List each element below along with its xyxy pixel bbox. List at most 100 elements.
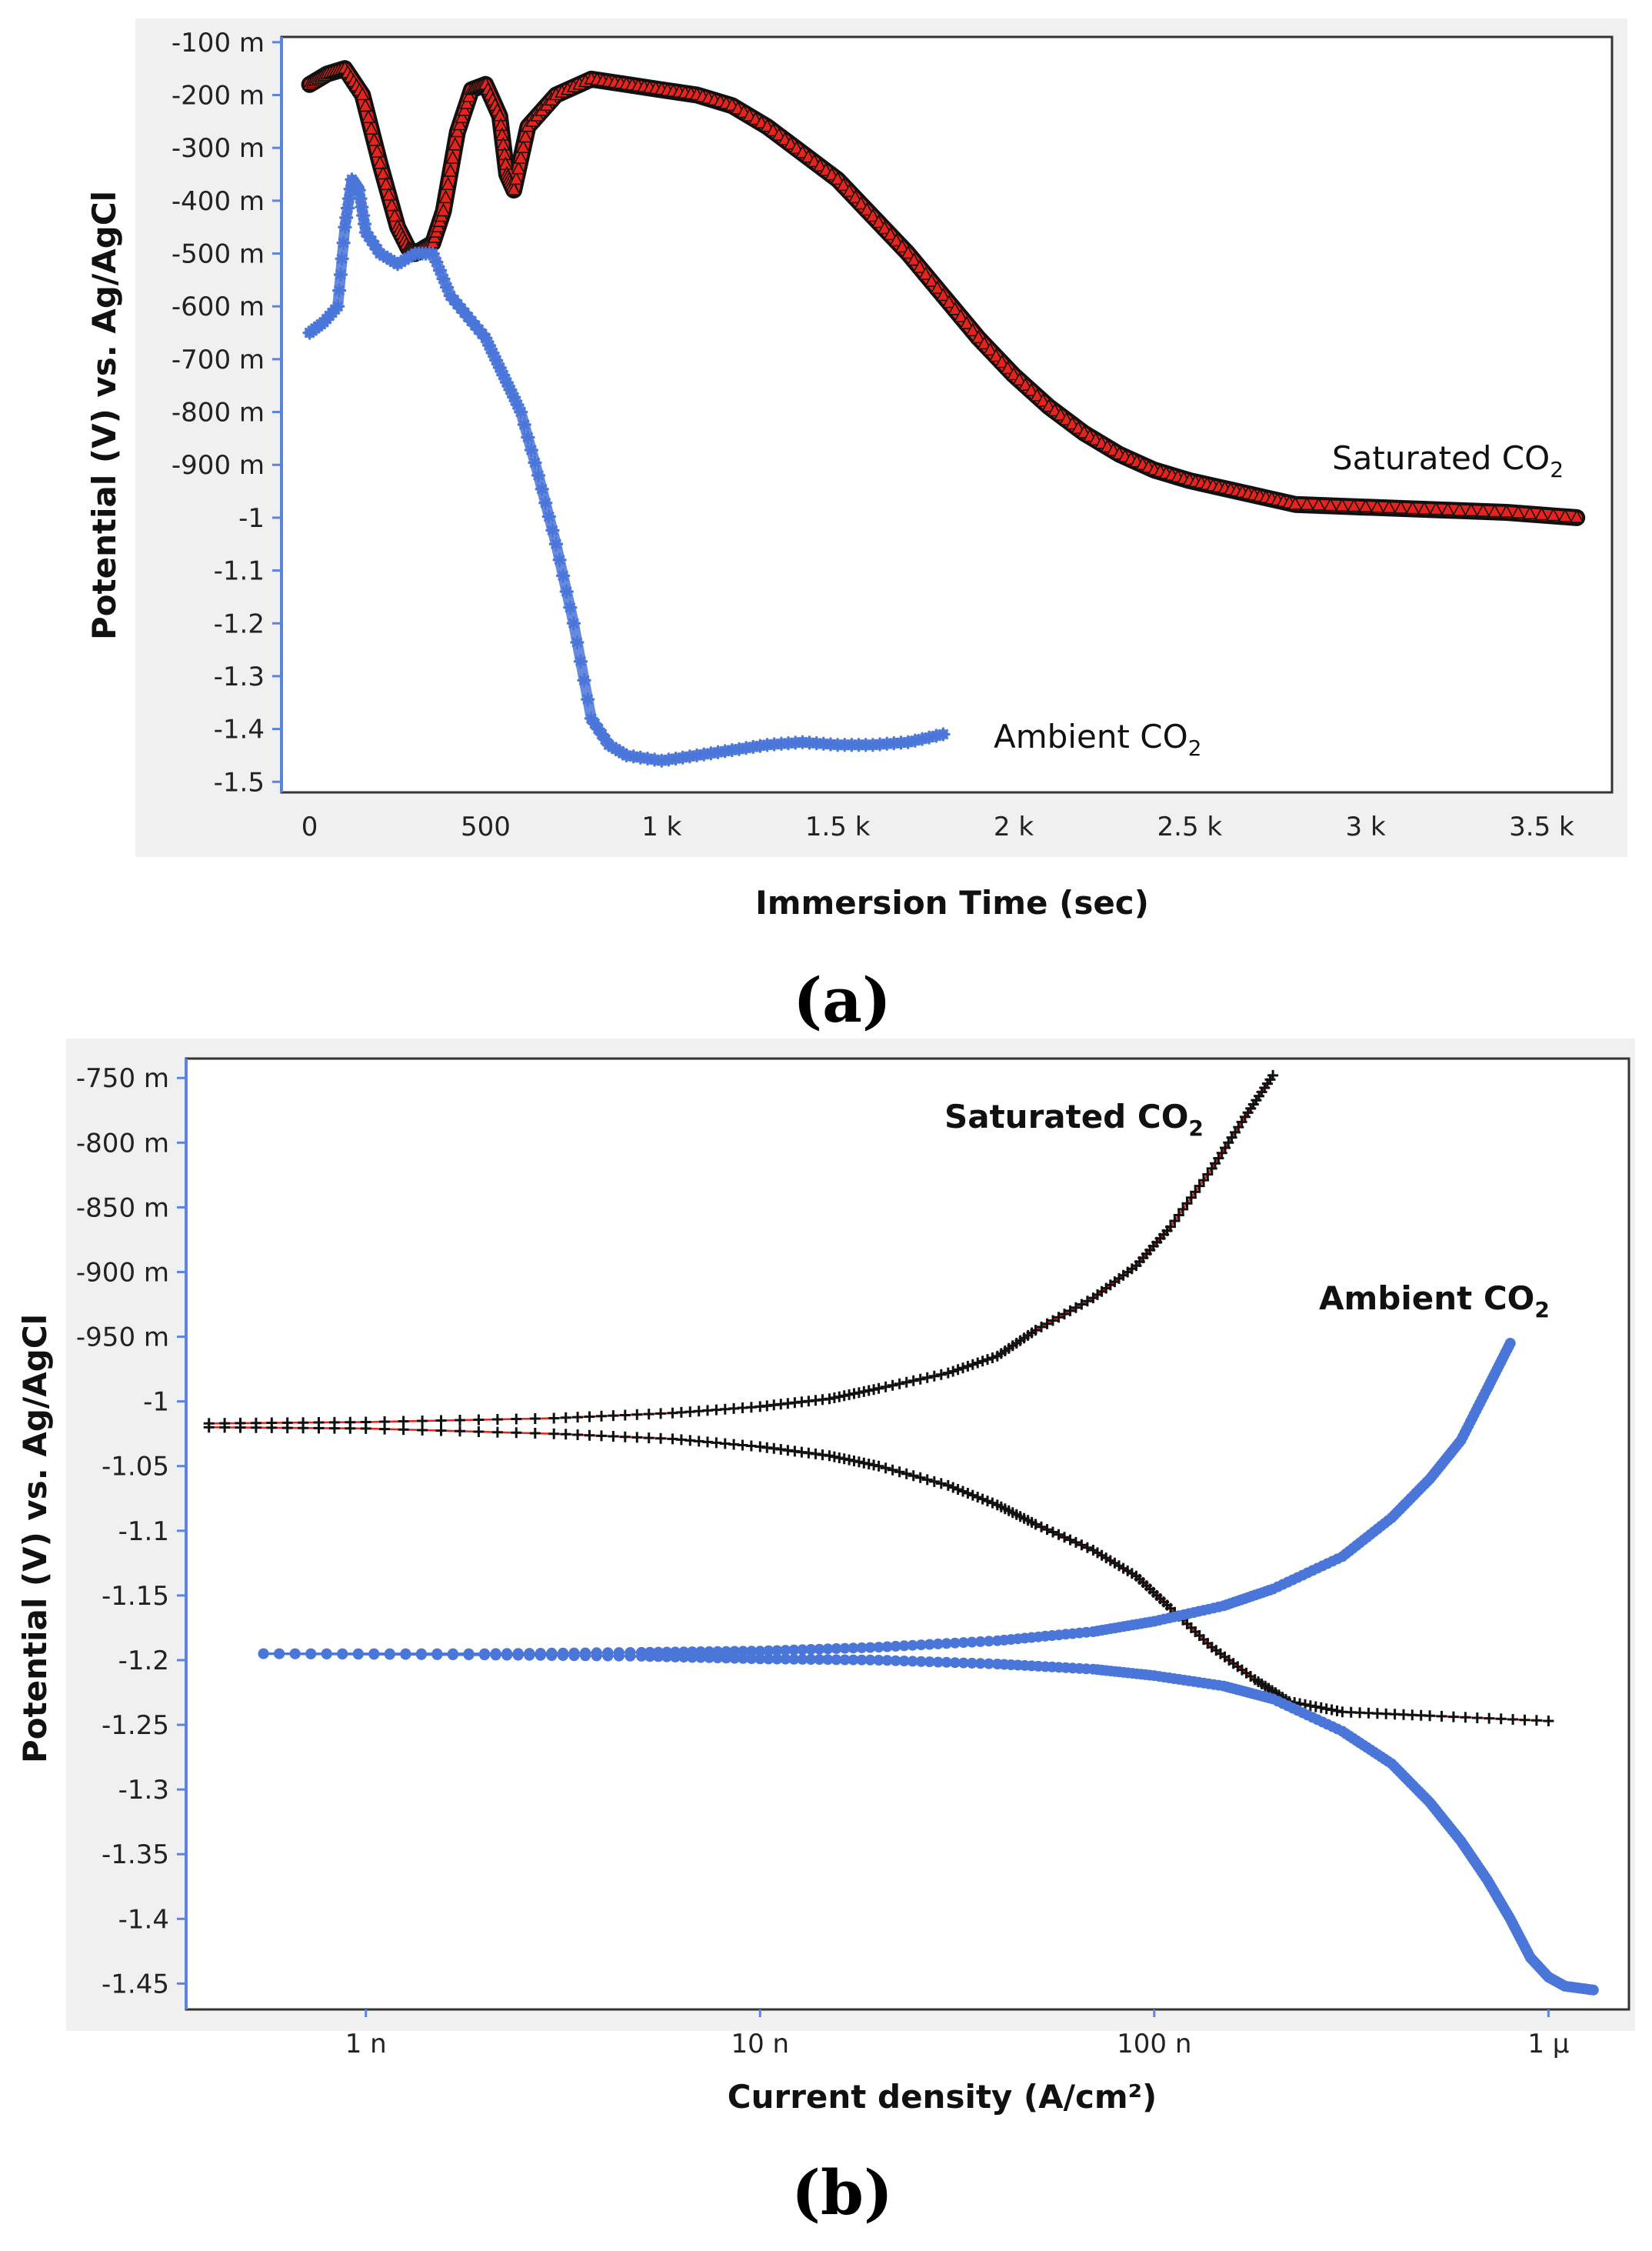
chart-b-ambient-point xyxy=(856,1642,868,1653)
chart-a-y-ticks: -100 m -200 m -300 m -400 m -500 m -600 m -700… xyxy=(172,28,281,798)
chart-b-saturated-point xyxy=(596,1410,607,1422)
chart-a-ambient-point xyxy=(341,201,355,215)
chart-a-ambient-point xyxy=(333,268,348,282)
chart-b-y-tick-label: -800 m xyxy=(76,1128,169,1159)
chart-b-saturated-point xyxy=(313,1422,325,1434)
chart-b-saturated-point xyxy=(873,1382,884,1394)
chart-b-ambient-point xyxy=(558,1650,568,1662)
chart-a-saturated-point xyxy=(1035,393,1051,407)
chart-b-ambient-point xyxy=(721,1652,732,1664)
chart-a-saturated-point xyxy=(355,86,370,101)
chart-b-saturated-point xyxy=(560,1429,571,1440)
chart-b-ambient-point xyxy=(670,1651,681,1662)
chart-b-saturated-point xyxy=(1190,1186,1201,1198)
chart-b-ambient-point xyxy=(712,1652,724,1664)
chart-b-ambient-point xyxy=(653,1651,664,1662)
chart-a-saturated-point xyxy=(508,171,524,185)
chart-b-saturated-point xyxy=(560,1412,571,1423)
chart-b-saturated-point xyxy=(972,1492,984,1503)
chart-a-ambient-point xyxy=(588,716,602,731)
chart-b-saturated-point xyxy=(529,1428,541,1439)
chart-b-ambient-point xyxy=(524,1649,535,1661)
chart-b-saturated-point xyxy=(511,1413,522,1425)
chart-a-saturated-point xyxy=(1569,509,1584,523)
chart-b-ambient-point xyxy=(822,1643,834,1655)
chart-a-x-tick-label: 2.5 k xyxy=(1157,812,1223,842)
chart-b-saturated-point xyxy=(1424,1710,1436,1722)
chart-b-ambient-point xyxy=(568,1650,580,1662)
chart-b-saturated-point xyxy=(1519,1714,1530,1726)
chart-b-label-ambient: Ambient CO2 xyxy=(1319,1279,1550,1322)
chart-b-saturated-point xyxy=(942,1367,954,1379)
chart-b-ambient-point xyxy=(864,1654,876,1666)
chart-a-ambient-point xyxy=(581,692,595,707)
chart-a-y-tick-label: -1.3 xyxy=(214,662,265,692)
chart-a-saturated-point xyxy=(1024,382,1039,396)
chart-a-saturated-point xyxy=(441,176,455,191)
chart-a-ambient-point xyxy=(894,735,908,750)
chart-a-ambient-point xyxy=(595,727,609,742)
chart-b-ambient-point xyxy=(704,1652,715,1663)
chart-b-ambient-point xyxy=(780,1645,791,1656)
chart-b-y-tick-label: -750 m xyxy=(76,1063,169,1094)
chart-b-ambient-point xyxy=(546,1650,558,1661)
chart-b-saturated-point xyxy=(619,1409,631,1421)
chart-a-ambient-point xyxy=(724,743,739,758)
chart-b-saturated-point xyxy=(1030,1519,1041,1530)
chart-a-saturated-point xyxy=(983,342,998,356)
chart-b-ambient-point xyxy=(501,1649,513,1661)
chart-a-ambient-point xyxy=(358,217,371,232)
chart-b-x-tick-label: 10 n xyxy=(731,2029,789,2059)
chart-b-saturated-point xyxy=(928,1370,940,1382)
chart-a-saturated-point xyxy=(883,226,898,241)
chart-a-saturated-point xyxy=(836,177,851,192)
chart-b-saturated-point xyxy=(643,1409,654,1420)
chart-a-saturated-point xyxy=(906,252,921,266)
chart-a-x-tick-label: 1 k xyxy=(641,812,681,842)
chart-b-saturated-point xyxy=(1053,1312,1064,1323)
chart-b-x-tick-label: 100 n xyxy=(1117,2029,1191,2059)
chart-a-ambient-point xyxy=(531,469,546,482)
chart-a-ambient-point xyxy=(788,735,803,750)
chart-b-ambient-point xyxy=(763,1645,774,1656)
chart-b-ambient-point xyxy=(1587,1984,1599,1996)
chart-b-ambient-point xyxy=(337,1649,348,1660)
chart-a-ambient-point xyxy=(865,738,880,752)
chart-a-ambient-point xyxy=(704,746,718,761)
chart-a-saturated-point xyxy=(971,329,986,344)
chart-b-saturated-point xyxy=(1030,1325,1041,1336)
chart-a-ambient-point xyxy=(485,345,500,360)
chart-b-saturated-point xyxy=(584,1411,595,1422)
chart-a-saturated-point xyxy=(1381,499,1397,514)
chart-b-saturated-point xyxy=(1507,1714,1519,1725)
chart-a-ambient-point xyxy=(563,600,578,615)
chart-b-x-tick-label: 1 n xyxy=(345,2029,387,2059)
chart-a-ambient-point xyxy=(425,246,440,261)
chart-b-saturated-point xyxy=(1181,1198,1193,1209)
chart-a-ambient-point xyxy=(908,733,922,748)
chart-b-saturated-point xyxy=(967,1359,978,1370)
chart-b-saturated-point xyxy=(608,1431,619,1442)
chart-a-ambient-point xyxy=(661,752,676,767)
chart-a-ambient-point xyxy=(507,390,521,405)
chart-a-ambient-point xyxy=(549,537,563,552)
chart-b-saturated-point xyxy=(887,1379,898,1391)
chart-b-saturated-point xyxy=(596,1430,607,1442)
chart-b-saturated-point xyxy=(219,1422,231,1433)
chart-a-saturated-point xyxy=(865,208,881,222)
chart-b-ambient-point xyxy=(289,1648,301,1659)
chart-a-y-tick-label: -500 m xyxy=(172,239,265,270)
chart-b-ambient-point xyxy=(890,1655,901,1666)
chart-b-ambient-point xyxy=(274,1648,285,1659)
chart-a-y-tick-label: -1 xyxy=(238,503,265,534)
chart-a-saturated-point xyxy=(994,354,1010,368)
chart-a-ambient-point xyxy=(541,509,556,524)
chart-b-saturated-point xyxy=(1064,1305,1076,1316)
chart-a-saturated-point xyxy=(459,95,475,109)
chart-b-saturated-point xyxy=(952,1484,964,1495)
chart-b-y-tick-label: -850 m xyxy=(76,1192,169,1223)
chart-b-plot-area xyxy=(185,1057,1630,2011)
chart-a-ambient-point xyxy=(535,482,549,496)
chart-a-saturated-point xyxy=(1347,498,1361,512)
chart-b-saturated-point xyxy=(1267,1069,1279,1081)
